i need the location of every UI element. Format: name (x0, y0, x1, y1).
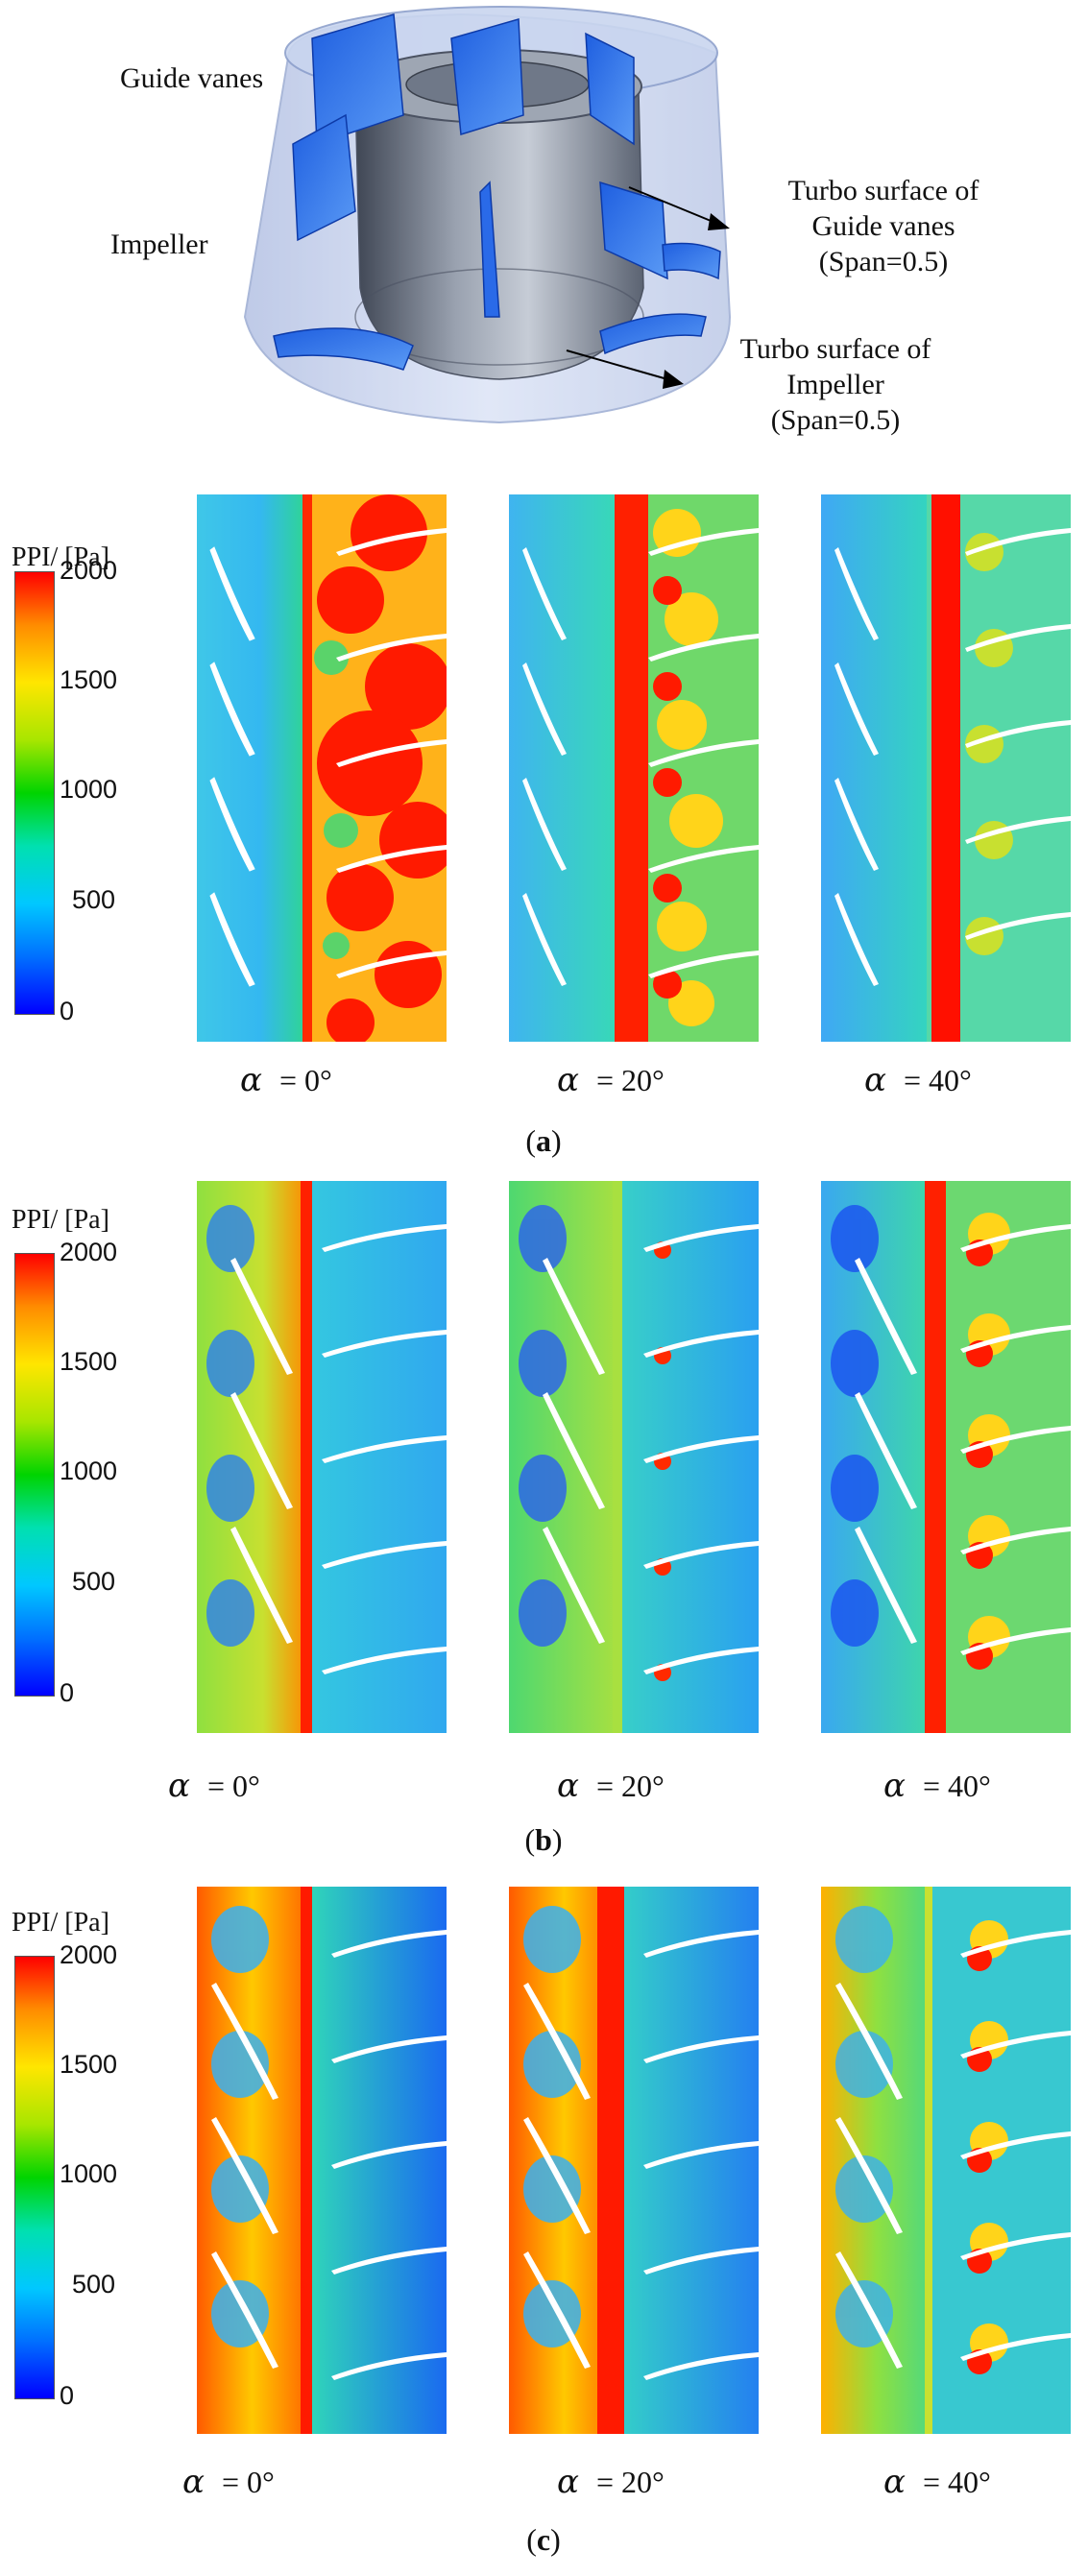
angle-value: = 0° (206, 1769, 260, 1803)
guide-vane (599, 181, 668, 280)
colorbar-tick: 500 (72, 1567, 116, 1596)
colorbar-tick: 2000 (60, 1238, 118, 1266)
colorbar-title: PPI/ [Pa] (12, 542, 109, 572)
pressure-field-b-40 (821, 1181, 1071, 1733)
alpha-symbol: α (240, 1061, 262, 1099)
label-turbo-surface-guide-vanes: Turbo surface of Guide vanes (Span=0.5) (739, 173, 1028, 279)
turbo-imp-line-2: Impeller (786, 369, 884, 400)
subfigure-label-a: (a) (525, 1123, 562, 1158)
panel-b: PPI/ [Pa] 2000 1500 1000 500 0 (0, 1176, 1088, 1877)
alpha-symbol: α (557, 1061, 579, 1099)
label-impeller: Impeller (110, 229, 208, 260)
angle-value: = 20° (595, 1769, 665, 1803)
arrow-head-icon (708, 213, 730, 230)
colorbar-tick: 1000 (60, 2159, 118, 2188)
colorbar-tick: 1500 (60, 1347, 118, 1376)
turbo-gv-line-3: (Span=0.5) (818, 246, 949, 277)
angle-label-40: α = 40° (883, 1767, 991, 1805)
angle-label-40: α = 40° (864, 1061, 972, 1099)
alpha-symbol: α (883, 1767, 906, 1805)
angle-value: = 20° (595, 2465, 665, 2499)
colorbar-tick: 1500 (60, 2050, 118, 2079)
angle-label-0: α = 0° (240, 1061, 332, 1099)
turbo-imp-line-1: Turbo surface of (739, 333, 931, 365)
colorbar-tick: 500 (72, 2270, 116, 2299)
label-guide-vanes: Guide vanes (120, 62, 264, 94)
angle-value: = 20° (595, 1063, 665, 1097)
leader-line-guide-vanes (628, 186, 716, 224)
alpha-symbol: α (168, 1767, 190, 1805)
guide-vane (311, 13, 404, 146)
angle-value: = 40° (903, 1063, 972, 1097)
angle-label-0: α = 0° (168, 1767, 260, 1805)
panel-a: PPI/ [Pa] 2000 1500 1000 500 0 α = 0° (0, 475, 1088, 1171)
pressure-field-a-20 (509, 494, 759, 1042)
subfigure-label-c: (c) (526, 2522, 561, 2557)
label-turbo-surface-impeller: Turbo surface of Impeller (Span=0.5) (691, 331, 979, 438)
alpha-symbol: α (883, 2463, 906, 2501)
angle-label-20: α = 20° (557, 2463, 665, 2501)
angle-value: = 0° (221, 2465, 275, 2499)
subfigure-label-b: (b) (524, 1822, 563, 1857)
alpha-symbol: α (557, 1767, 579, 1805)
turbo-imp-line-3: (Span=0.5) (770, 404, 901, 436)
alpha-symbol: α (182, 2463, 205, 2501)
guide-vane (479, 181, 500, 318)
guide-vane (292, 113, 356, 242)
colorbar-gradient (14, 571, 55, 1015)
pump-3d-illustration (243, 6, 732, 424)
colorbar-tick: 2000 (60, 556, 118, 585)
colorbar-tick: 1000 (60, 1457, 118, 1485)
panel-c: PPI/ [Pa] 2000 1500 1000 500 0 (0, 1877, 1088, 2576)
arrow-head-icon (663, 370, 684, 389)
colorbar-tick: 0 (60, 1678, 75, 1707)
pressure-field-c-0 (197, 1887, 447, 2434)
pressure-field-c-20 (509, 1887, 759, 2434)
leader-line-impeller (566, 349, 668, 380)
colorbar-tick: 1000 (60, 775, 118, 804)
colorbar-tick: 500 (72, 885, 116, 914)
hub-collar (354, 268, 644, 366)
impeller-blade (662, 242, 721, 280)
pressure-field-b-0 (197, 1181, 447, 1733)
colorbar-title: PPI/ [Pa] (12, 1205, 109, 1235)
colorbar-tick: 1500 (60, 665, 118, 694)
alpha-symbol: α (864, 1061, 886, 1099)
alpha-symbol: α (557, 2463, 579, 2501)
angle-value: = 40° (922, 2465, 991, 2499)
colorbar-tick: 0 (60, 997, 75, 1025)
guide-vane (450, 18, 524, 135)
colorbar-title: PPI/ [Pa] (12, 1908, 109, 1938)
angle-label-20: α = 20° (557, 1767, 665, 1805)
angle-value: = 0° (278, 1063, 332, 1097)
impeller-blade (273, 327, 414, 371)
angle-label-40: α = 40° (883, 2463, 991, 2501)
pressure-field-b-20 (509, 1181, 759, 1733)
angle-label-20: α = 20° (557, 1061, 665, 1099)
pressure-field-c-40 (821, 1887, 1071, 2434)
colorbar-gradient (14, 1253, 55, 1697)
pump-model-diagram (0, 0, 1088, 451)
guide-vane (585, 32, 635, 146)
angle-label-0: α = 0° (182, 2463, 275, 2501)
colorbar-gradient (14, 1956, 55, 2399)
colorbar-tick: 2000 (60, 1940, 118, 1969)
impeller-blade (599, 313, 707, 355)
colorbar-tick: 0 (60, 2381, 75, 2410)
angle-value: = 40° (922, 1769, 991, 1803)
turbo-gv-line-2: Guide vanes (811, 210, 955, 242)
pressure-field-a-40 (821, 494, 1071, 1042)
pressure-field-a-0 (197, 494, 447, 1042)
hub-body (354, 90, 644, 380)
turbo-gv-line-1: Turbo surface of (787, 175, 979, 206)
